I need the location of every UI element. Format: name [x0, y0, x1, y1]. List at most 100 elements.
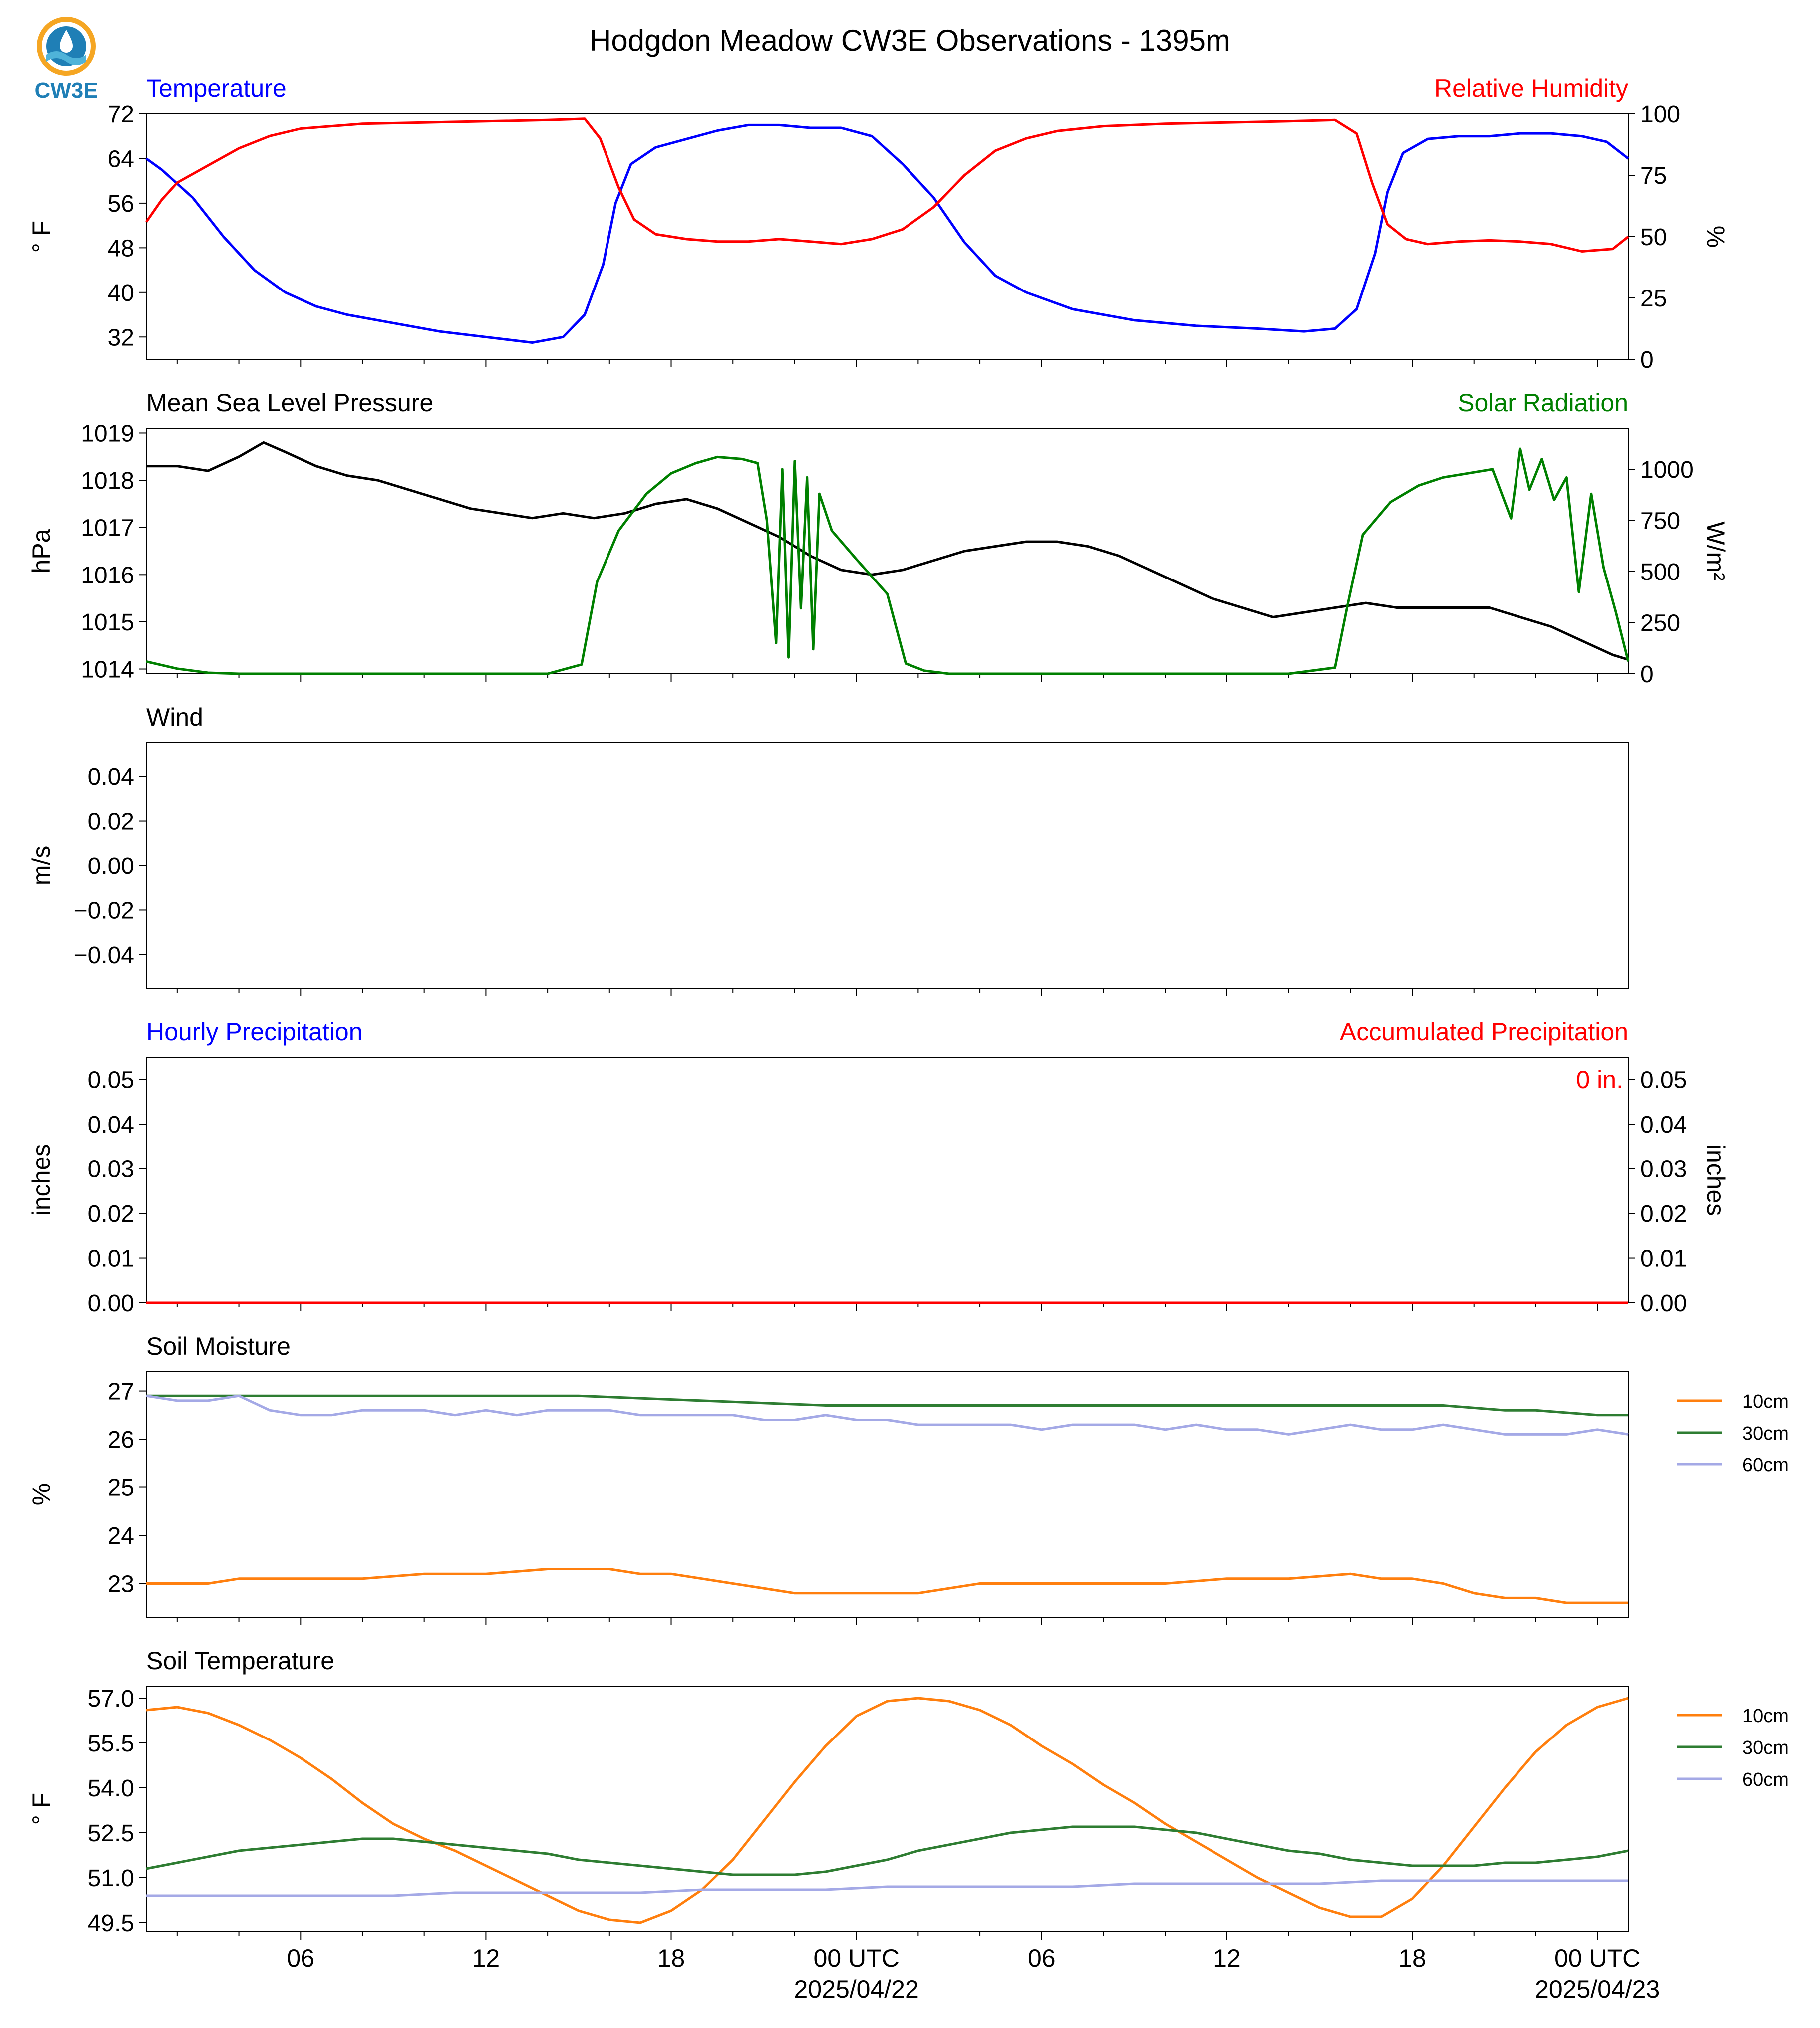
y-tick-label: 0.00 [88, 1290, 134, 1317]
y-tick-label: 55.5 [88, 1731, 134, 1757]
panel-title-right: Relative Humidity [1434, 74, 1628, 102]
y2-tick-label: 0.05 [1640, 1067, 1687, 1094]
panel-title-left: Mean Sea Level Pressure [146, 389, 433, 417]
y-tick-label: 0.00 [88, 853, 134, 879]
y-tick-label: 0.05 [88, 1067, 134, 1094]
x-date-label: 2025/04/23 [1535, 1975, 1660, 2003]
x-tick-label: 00 UTC [1554, 1944, 1640, 1972]
y-tick-label: −0.04 [74, 942, 134, 969]
y2-tick-label: 250 [1640, 610, 1680, 637]
y2-tick-label: 25 [1640, 286, 1667, 312]
y-tick-label: 54.0 [88, 1775, 134, 1802]
y2-tick-label: 0.01 [1640, 1246, 1687, 1272]
x-tick-label: 18 [657, 1944, 685, 1972]
panel-title-left: Soil Temperature [146, 1647, 334, 1675]
y-tick-label: 40 [108, 280, 134, 306]
y-tick-label: 23 [108, 1571, 134, 1597]
y-tick-label: 0.04 [88, 764, 134, 790]
y-tick-label: 32 [108, 324, 134, 351]
series-relative-humidity [145, 117, 1629, 253]
y2-tick-label: 75 [1640, 163, 1667, 189]
cw3e-logo: CW3E [34, 17, 98, 103]
y-tick-label: 51.0 [88, 1865, 134, 1892]
figure-title: Hodgdon Meadow CW3E Observations - 1395m [590, 24, 1230, 57]
legend-label: 30cm [1742, 1738, 1789, 1758]
chart-panels: Temperature Relative Humidity ° F % 32 40 48 56… [27, 74, 1789, 2003]
y2-axis-label: W/m² [1702, 521, 1730, 580]
y-axis-label: inches [27, 1144, 55, 1216]
legend-label: 30cm [1742, 1423, 1789, 1444]
y-tick-label: 52.5 [88, 1820, 134, 1847]
legend-label: 60cm [1742, 1769, 1789, 1790]
panel-title-right: Solar Radiation [1458, 389, 1628, 417]
y-tick-label: 0.04 [88, 1112, 134, 1138]
y2-tick-label: 50 [1640, 224, 1667, 251]
y-tick-label: 57.0 [88, 1686, 134, 1712]
y-tick-label: 26 [108, 1427, 134, 1453]
y-tick-label: 0.01 [88, 1246, 134, 1272]
y-tick-label: 0.02 [88, 1201, 134, 1227]
y-tick-label: 25 [108, 1475, 134, 1501]
series-solar-radiation [146, 447, 1630, 675]
y2-axis-label: inches [1702, 1144, 1730, 1216]
y-tick-label: 1014 [81, 657, 134, 683]
water-drop-icon [60, 30, 73, 53]
y-tick-label: 1019 [81, 420, 134, 447]
panel-wind: Wind m/s −0.04 −0.02 0.00 0.02 0.04 [27, 703, 1629, 996]
logo-wave [46, 51, 86, 65]
y-axis-label: % [27, 1483, 55, 1505]
x-tick-label: 12 [1213, 1944, 1241, 1972]
y2-tick-label: 1000 [1640, 457, 1694, 483]
y-tick-label: 72 [108, 101, 134, 128]
legend-label: 60cm [1742, 1455, 1789, 1476]
panel-title-left: Soil Moisture [146, 1332, 291, 1360]
panel-pressure-solar: Mean Sea Level Pressure Solar Radiation hP… [27, 389, 1730, 688]
x-tick-label: 06 [1028, 1944, 1056, 1972]
y2-tick-label: 750 [1640, 508, 1680, 535]
y-tick-label: 56 [108, 191, 134, 217]
y-tick-label: 48 [108, 235, 134, 262]
x-date-label: 2025/04/22 [794, 1975, 919, 2003]
series-30cm [146, 1394, 1628, 1417]
y-axis-label: m/s [27, 846, 55, 886]
panel-title-left: Wind [146, 703, 203, 731]
axes-frame [146, 1371, 1629, 1618]
x-tick-label: 12 [472, 1944, 500, 1972]
y-tick-label: 0.03 [88, 1157, 134, 1183]
y2-tick-label: 0.02 [1640, 1201, 1687, 1227]
axes-frame [146, 1686, 1629, 1932]
y-tick-label: 49.5 [88, 1910, 134, 1937]
y-axis-label: ° F [27, 1793, 55, 1825]
y-tick-label: 1018 [81, 468, 134, 494]
y2-tick-label: 100 [1640, 101, 1680, 128]
legend-label: 10cm [1742, 1706, 1789, 1727]
y-tick-label: 64 [108, 146, 134, 172]
y2-tick-label: 0.03 [1640, 1157, 1687, 1183]
series-30cm [146, 1825, 1629, 1876]
series-mean-sea-level-pressure [146, 441, 1629, 661]
y-tick-label: 1015 [81, 609, 134, 636]
panel-soil-moisture: Soil Moisture% 23 24 25 26 27 10cm 30cm 60cm [27, 1332, 1789, 1625]
panel-precipitation: Hourly Precipitation Accumulated Precipit… [27, 1018, 1730, 1317]
panel-title-right: Accumulated Precipitation [1340, 1018, 1628, 1046]
y2-tick-label: 0 [1640, 661, 1654, 688]
y-tick-label: 0.02 [88, 809, 134, 835]
y-tick-label: 24 [108, 1523, 134, 1549]
legend-label: 10cm [1742, 1391, 1789, 1412]
y-axis-label: ° F [27, 221, 55, 253]
y2-tick-label: 500 [1640, 559, 1680, 585]
panel-title-left: Hourly Precipitation [146, 1018, 363, 1046]
panel-title-left: Temperature [146, 74, 287, 102]
y-tick-label: 1017 [81, 515, 134, 542]
series-temperature [145, 123, 1629, 344]
series-10cm [146, 1568, 1628, 1604]
axes-frame [146, 428, 1629, 674]
y-tick-label: −0.02 [74, 897, 134, 924]
x-tick-label: 18 [1398, 1944, 1426, 1972]
panel-soil-temperature: Soil Temperature ° F 49.5 51.0 52.5 54.0 55.5 5… [27, 1647, 1789, 1940]
y2-tick-label: 0 [1640, 347, 1654, 373]
y-axis-label: hPa [27, 529, 55, 573]
y2-axis-label: % [1702, 226, 1730, 248]
